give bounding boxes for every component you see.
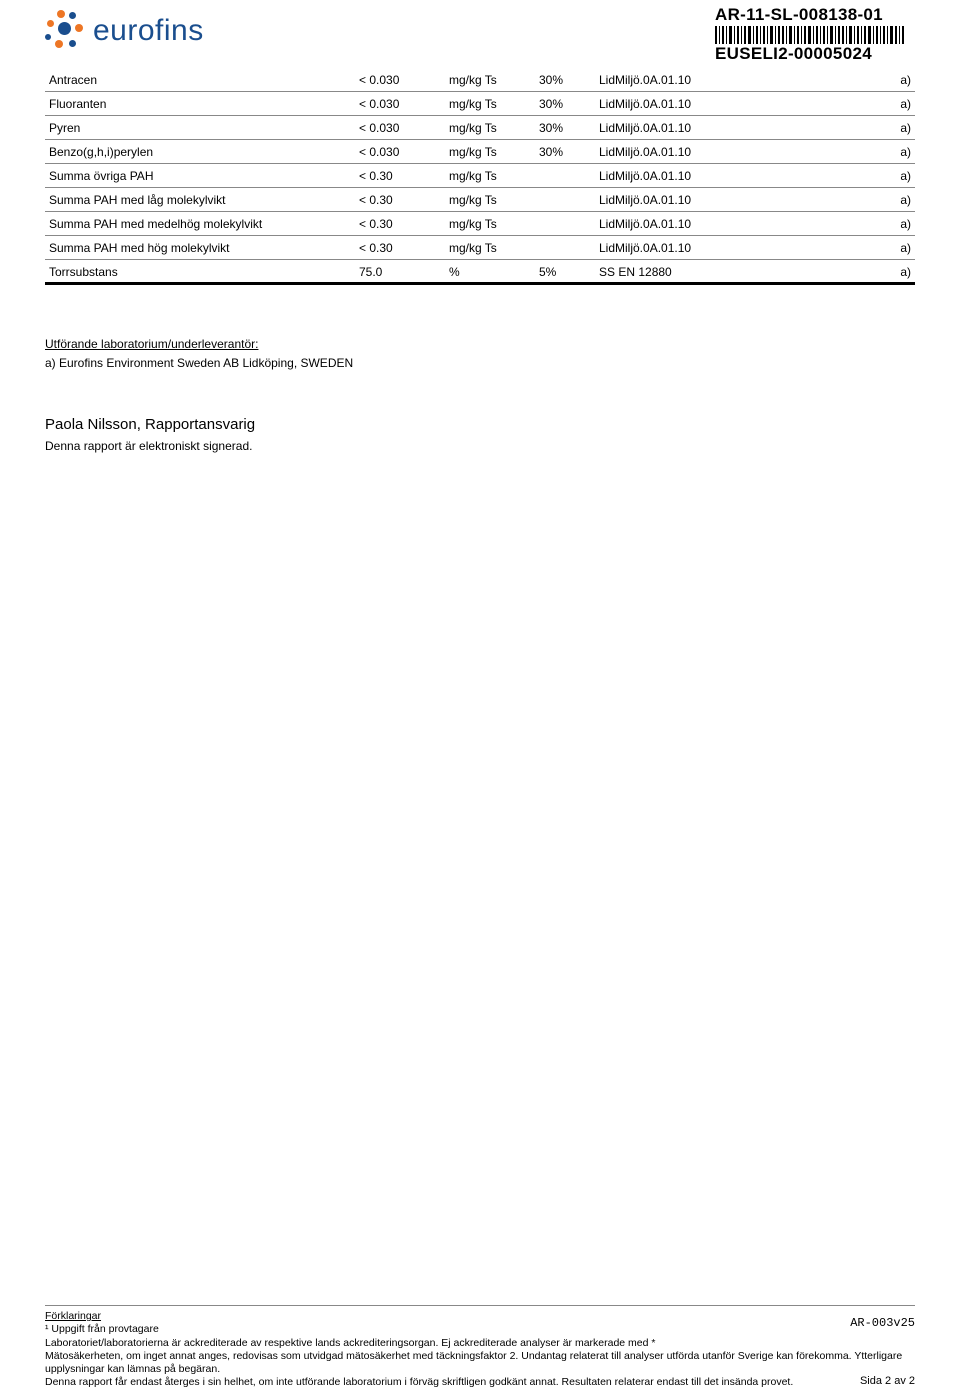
table-row: Pyren< 0.030mg/kg Ts30%LidMiljö.0A.01.10…: [45, 116, 915, 140]
cell-accreditation: a): [805, 188, 915, 212]
footer: Förklaringar AR-003v25 ¹ Uppgift från pr…: [45, 1305, 915, 1389]
table-row: Summa PAH med hög molekylvikt< 0.30mg/kg…: [45, 236, 915, 260]
cell-accreditation: a): [805, 212, 915, 236]
cell-unit: mg/kg Ts: [445, 212, 535, 236]
header: eurofins AR-11-SL-008138-01: [45, 10, 915, 68]
cell-method: LidMiljö.0A.01.10: [595, 68, 805, 92]
cell-name: Summa övriga PAH: [45, 164, 355, 188]
logo-mark-icon: [45, 10, 87, 52]
cell-uncertainty: 30%: [535, 140, 595, 164]
page-number: Sida 2 av 2: [860, 1375, 915, 1389]
table-row: Benzo(g,h,i)perylen< 0.030mg/kg Ts30%Lid…: [45, 140, 915, 164]
results-table: Antracen< 0.030mg/kg Ts30%LidMiljö.0A.01…: [45, 68, 915, 283]
table-row: Summa övriga PAH< 0.30mg/kg Ts LidMiljö.0…: [45, 164, 915, 188]
cell-accreditation: a): [805, 92, 915, 116]
cell-method: LidMiljö.0A.01.10: [595, 92, 805, 116]
cell-value: 75.0: [355, 260, 445, 284]
cell-method: LidMiljö.0A.01.10: [595, 116, 805, 140]
cell-value: < 0.30: [355, 188, 445, 212]
cell-unit: mg/kg Ts: [445, 236, 535, 260]
sample-id: EUSELI2-00005024: [715, 44, 915, 64]
cell-value: < 0.30: [355, 236, 445, 260]
cell-unit: mg/kg Ts: [445, 116, 535, 140]
table-row: Fluoranten< 0.030mg/kg Ts30%LidMiljö.0A.…: [45, 92, 915, 116]
cell-uncertainty: [535, 164, 595, 188]
table-bottom-rule: [45, 282, 915, 285]
cell-value: < 0.030: [355, 140, 445, 164]
cell-accreditation: a): [805, 140, 915, 164]
cell-value: < 0.30: [355, 212, 445, 236]
cell-name: Antracen: [45, 68, 355, 92]
cell-uncertainty: 30%: [535, 116, 595, 140]
lab-section: Utförande laboratorium/underleverantör: …: [45, 337, 915, 370]
cell-value: < 0.030: [355, 68, 445, 92]
cell-method: LidMiljö.0A.01.10: [595, 212, 805, 236]
cell-name: Summa PAH med låg molekylvikt: [45, 188, 355, 212]
lab-section-title: Utförande laboratorium/underleverantör:: [45, 337, 915, 351]
footer-ar-code: AR-003v25: [850, 1316, 915, 1331]
report-meta: AR-11-SL-008138-01: [715, 5, 915, 64]
cell-method: LidMiljö.0A.01.10: [595, 188, 805, 212]
cell-unit: mg/kg Ts: [445, 164, 535, 188]
cell-uncertainty: 30%: [535, 92, 595, 116]
cell-method: LidMiljö.0A.01.10: [595, 164, 805, 188]
cell-unit: mg/kg Ts: [445, 68, 535, 92]
footer-line: Mätosäkerheten, om inget annat anges, re…: [45, 1350, 915, 1376]
footer-title: Förklaringar: [45, 1310, 915, 1323]
cell-method: LidMiljö.0A.01.10: [595, 236, 805, 260]
results-table-wrapper: Antracen< 0.030mg/kg Ts30%LidMiljö.0A.01…: [45, 68, 915, 285]
cell-accreditation: a): [805, 260, 915, 284]
cell-value: < 0.030: [355, 92, 445, 116]
cell-uncertainty: 30%: [535, 68, 595, 92]
signature-note: Denna rapport är elektroniskt signerad.: [45, 439, 915, 453]
table-row: Summa PAH med medelhög molekylvikt< 0.30…: [45, 212, 915, 236]
barcode-icon: [715, 26, 915, 44]
report-signer: Paola Nilsson, Rapportansvarig: [45, 416, 915, 433]
footer-rule: [45, 1305, 915, 1306]
cell-name: Summa PAH med hög molekylvikt: [45, 236, 355, 260]
cell-name: Fluoranten: [45, 92, 355, 116]
cell-accreditation: a): [805, 236, 915, 260]
lab-section-line: a) Eurofins Environment Sweden AB Lidköp…: [45, 356, 915, 370]
cell-unit: mg/kg Ts: [445, 188, 535, 212]
logo: eurofins: [45, 10, 204, 52]
cell-accreditation: a): [805, 116, 915, 140]
cell-accreditation: a): [805, 164, 915, 188]
cell-unit: %: [445, 260, 535, 284]
cell-name: Pyren: [45, 116, 355, 140]
cell-accreditation: a): [805, 68, 915, 92]
cell-unit: mg/kg Ts: [445, 92, 535, 116]
cell-name: Torrsubstans: [45, 260, 355, 284]
cell-name: Summa PAH med medelhög molekylvikt: [45, 212, 355, 236]
cell-method: SS EN 12880: [595, 260, 805, 284]
cell-value: < 0.030: [355, 116, 445, 140]
cell-name: Benzo(g,h,i)perylen: [45, 140, 355, 164]
table-row: Torrsubstans75.0%5%SS EN 12880a): [45, 260, 915, 284]
cell-uncertainty: [535, 236, 595, 260]
footer-line: Denna rapport får endast återges i sin h…: [45, 1376, 915, 1389]
table-row: Antracen< 0.030mg/kg Ts30%LidMiljö.0A.01…: [45, 68, 915, 92]
cell-uncertainty: 5%: [535, 260, 595, 284]
cell-value: < 0.30: [355, 164, 445, 188]
logo-text: eurofins: [93, 14, 204, 48]
footer-line: ¹ Uppgift från provtagare: [45, 1323, 915, 1336]
cell-uncertainty: [535, 212, 595, 236]
cell-method: LidMiljö.0A.01.10: [595, 140, 805, 164]
signature-section: Paola Nilsson, Rapportansvarig Denna rap…: [45, 416, 915, 453]
cell-unit: mg/kg Ts: [445, 140, 535, 164]
report-id: AR-11-SL-008138-01: [715, 5, 915, 25]
cell-uncertainty: [535, 188, 595, 212]
table-row: Summa PAH med låg molekylvikt< 0.30mg/kg…: [45, 188, 915, 212]
footer-line: Laboratoriet/laboratorierna är ackredite…: [45, 1337, 915, 1350]
